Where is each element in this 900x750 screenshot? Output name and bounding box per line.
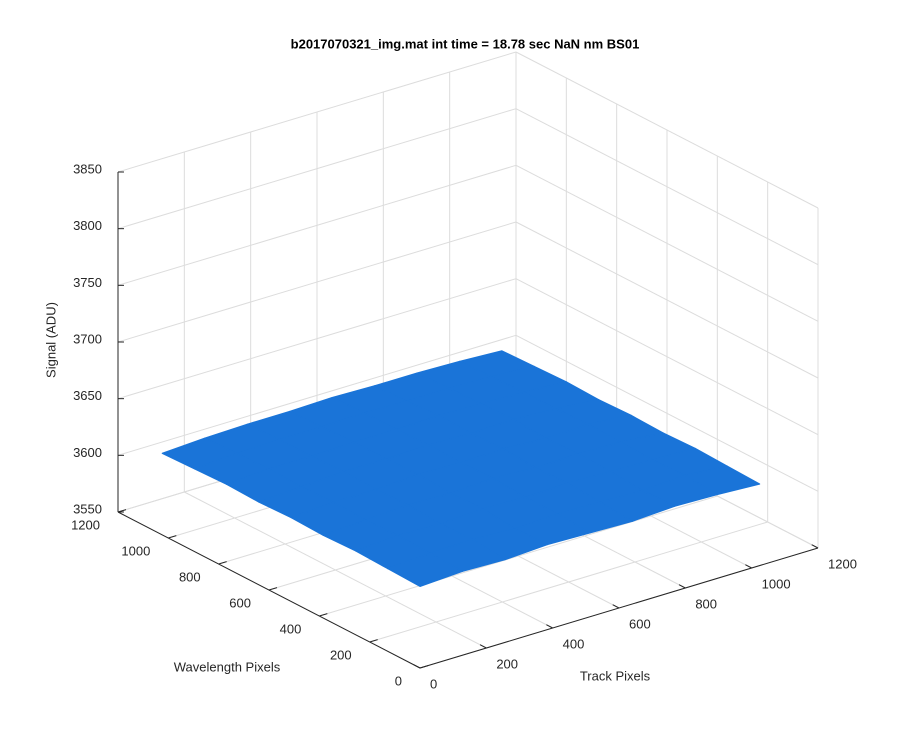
y-tick-label: 600 bbox=[229, 595, 251, 610]
z-axis-label: Signal (ADU) bbox=[43, 302, 58, 378]
y-tick bbox=[319, 613, 328, 617]
x-tick-label: 200 bbox=[496, 656, 518, 671]
y-tick bbox=[218, 561, 227, 565]
y-tick bbox=[168, 535, 177, 539]
x-tick-label: 1200 bbox=[828, 556, 857, 571]
y-tick bbox=[369, 639, 378, 643]
z-tick-label: 3850 bbox=[73, 161, 102, 176]
z-tick-label: 3700 bbox=[73, 331, 102, 346]
y-tick-label: 800 bbox=[179, 569, 201, 584]
x-tick bbox=[612, 604, 620, 609]
x-tick bbox=[546, 624, 553, 629]
grid-line bbox=[515, 51, 819, 209]
x-tick bbox=[479, 644, 487, 649]
y-tick-label: 0 bbox=[395, 673, 402, 688]
y-tick bbox=[419, 665, 429, 669]
z-tick-label: 3550 bbox=[73, 501, 102, 516]
x-tick-label: 600 bbox=[629, 616, 651, 631]
y-tick bbox=[268, 587, 278, 591]
y-tick-label: 200 bbox=[330, 647, 352, 662]
y-axis-label: Wavelength Pixels bbox=[174, 659, 281, 674]
chart-title: b2017070321_img.mat int time = 18.78 sec… bbox=[291, 36, 640, 51]
x-tick-label: 400 bbox=[563, 636, 585, 651]
x-tick bbox=[811, 544, 819, 549]
grid-line bbox=[117, 108, 517, 230]
grid-line bbox=[515, 221, 819, 379]
x-tick bbox=[745, 564, 752, 569]
z-tick-label: 3650 bbox=[73, 388, 102, 403]
z-tick-label: 3600 bbox=[73, 445, 102, 460]
x-axis-label: Track Pixels bbox=[580, 668, 651, 683]
grid-line bbox=[117, 278, 517, 400]
z-tick-label: 3750 bbox=[73, 275, 102, 290]
x-tick-label: 800 bbox=[695, 596, 717, 611]
grid-line bbox=[117, 51, 517, 173]
grid-line bbox=[319, 495, 718, 617]
grid-line bbox=[369, 521, 768, 643]
y-tick bbox=[117, 509, 127, 513]
x-tick bbox=[413, 664, 421, 669]
grid-line bbox=[117, 334, 517, 456]
x-tick-label: 1000 bbox=[762, 576, 791, 591]
surface-patch bbox=[387, 552, 464, 588]
z-tick-label: 3800 bbox=[73, 218, 102, 233]
grid-line bbox=[515, 164, 819, 322]
grid-line bbox=[515, 108, 819, 266]
y-tick-label: 1000 bbox=[121, 543, 150, 558]
y-tick-label: 1200 bbox=[71, 517, 100, 532]
grid-line bbox=[515, 278, 819, 436]
grid-line bbox=[117, 221, 517, 343]
grid-line bbox=[117, 164, 517, 286]
y-tick-label: 400 bbox=[280, 621, 302, 636]
x-tick bbox=[678, 584, 686, 589]
grid-line bbox=[515, 334, 819, 492]
x-tick-label: 0 bbox=[430, 676, 437, 691]
